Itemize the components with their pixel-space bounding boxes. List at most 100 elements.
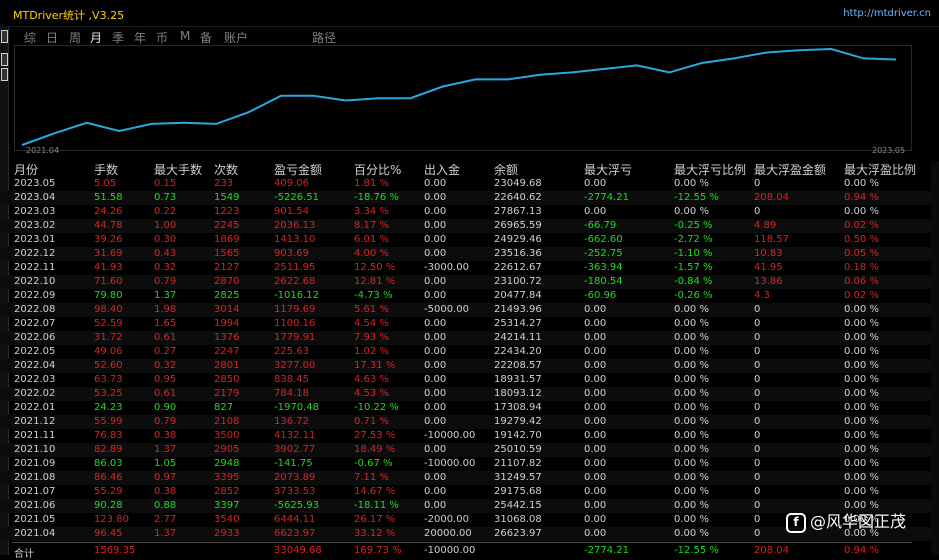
- tab-2[interactable]: 周: [69, 31, 82, 45]
- tab-4[interactable]: 季: [112, 31, 125, 45]
- table-cell: -5625.93: [274, 500, 319, 511]
- table-cell: 0.18 %: [844, 262, 879, 273]
- table-cell: 0: [754, 206, 761, 217]
- equity-chart: 2021.04 2023.05: [14, 45, 912, 155]
- scrollbar[interactable]: [931, 161, 939, 555]
- table-row[interactable]: 2023.01 39.26 0.30 1869 1413.10 6.01 % 0.00 249…: [0, 233, 939, 247]
- table-cell: 2022.09: [14, 290, 56, 301]
- table-cell: 90.28: [94, 500, 123, 511]
- column-header[interactable]: 最大浮盈比例: [844, 163, 917, 177]
- table-row[interactable]: 2022.12 31.69 0.43 1565 903.69 4.00 % 0.00 2351…: [0, 247, 939, 261]
- panel-handle-icon[interactable]: [1, 30, 8, 43]
- website-link[interactable]: http://mtdriver.cn: [843, 8, 931, 19]
- table-row[interactable]: 2022.07 52.59 1.65 1994 1100.16 4.54 % 0.00 253…: [0, 317, 939, 331]
- table-row[interactable]: 2022.11 41.93 0.32 2127 2511.95 12.50 % -3000.…: [0, 261, 939, 275]
- table-cell: 0.71 %: [354, 416, 389, 427]
- table-cell: 3397: [214, 500, 240, 511]
- table-cell: 0.00: [584, 346, 607, 357]
- table-cell: 4.63 %: [354, 374, 389, 385]
- column-header[interactable]: 出入金: [424, 163, 461, 177]
- table-row[interactable]: 2022.01 24.23 0.90 827 -1970.48 -10.22 % 0.00 1…: [0, 401, 939, 415]
- table-row[interactable]: 2021.05 123.80 2.77 3540 6444.11 26.17 % -2000…: [0, 513, 939, 527]
- table-cell: 22640.62: [494, 192, 542, 203]
- column-header[interactable]: 最大浮亏: [584, 163, 633, 177]
- column-header[interactable]: 手数: [94, 163, 119, 177]
- column-header[interactable]: 最大浮盈金额: [754, 163, 827, 177]
- table-row[interactable]: 2022.04 52.60 0.32 2801 3277.00 17.31 % 0.00 22…: [0, 359, 939, 373]
- table-row[interactable]: 2022.02 53.25 0.61 2179 784.18 4.53 % 0.00 1809…: [0, 387, 939, 401]
- table-row[interactable]: 2021.11 76.83 0.38 3500 4132.11 27.53 % -10000…: [0, 429, 939, 443]
- column-header[interactable]: 月份: [14, 163, 39, 177]
- tab-8[interactable]: 备: [200, 31, 213, 45]
- table-cell: 0.00 %: [844, 500, 879, 511]
- table-cell: 39.26: [94, 234, 123, 245]
- table-cell: -0.67 %: [354, 458, 393, 469]
- panel-handle-icon[interactable]: [1, 53, 8, 66]
- table-cell: -5226.51: [274, 192, 319, 203]
- table-cell: 22612.67: [494, 262, 542, 273]
- table-row[interactable]: 2022.03 63.73 0.95 2850 838.45 4.63 % 0.00 1893…: [0, 373, 939, 387]
- table-cell: 0.00: [584, 360, 607, 371]
- table-cell: 0.38: [154, 430, 177, 441]
- table-cell: 827: [214, 402, 234, 413]
- table-cell: 0.22: [154, 206, 177, 217]
- tab-7[interactable]: M: [180, 29, 191, 43]
- table-row[interactable]: 2022.06 31.72 0.61 1376 1779.91 7.93 % 0.00 242…: [0, 331, 939, 345]
- table-cell: 31.72: [94, 332, 123, 343]
- table-row[interactable]: 2023.04 51.58 0.73 1549 -5226.51 -18.76 % 0.00…: [0, 191, 939, 205]
- table-cell: 0: [754, 178, 761, 189]
- column-header[interactable]: 余额: [494, 163, 519, 177]
- table-cell: -2774.21: [584, 545, 629, 556]
- table-cell: 2021.06: [14, 500, 56, 511]
- table-cell: 2021.12: [14, 416, 56, 427]
- table-cell: 98.40: [94, 304, 123, 315]
- table-cell: 1549: [214, 192, 240, 203]
- table-cell: 31.69: [94, 248, 123, 259]
- tab-6[interactable]: 币: [156, 31, 169, 45]
- table-cell: 838.45: [274, 374, 309, 385]
- table-cell: 41.95: [754, 262, 783, 273]
- table-row[interactable]: 2021.07 55.29 0.38 2852 3733.53 14.67 % 0.00 29…: [0, 485, 939, 499]
- table-cell: 0.00 %: [674, 458, 709, 469]
- table-row[interactable]: 2021.06 90.28 0.88 3397 -5625.93 -18.11 % 0.00…: [0, 499, 939, 513]
- tab-9[interactable]: 账户: [224, 31, 249, 45]
- total-row[interactable]: 合计 1569.35 33049.68 169.73 % -10000.00 -2774.…: [0, 544, 939, 560]
- column-header[interactable]: 百分比%: [354, 163, 402, 177]
- tab-5[interactable]: 年: [134, 31, 147, 45]
- column-header[interactable]: 最大手数: [154, 163, 203, 177]
- tab-10[interactable]: 路径: [312, 31, 337, 45]
- table-cell: 0.00 %: [844, 486, 879, 497]
- table-row[interactable]: 2022.05 49.06 0.27 2247 225.63 1.02 % 0.00 2243…: [0, 345, 939, 359]
- table-cell: 0.00: [584, 416, 607, 427]
- table-row[interactable]: 2022.10 71.60 0.79 2870 2622.68 12.81 % 0.00 23…: [0, 275, 939, 289]
- table-cell: 2933: [214, 528, 240, 539]
- table-row[interactable]: 2023.03 24.26 0.22 1223 901.54 3.34 % 0.00 2786…: [0, 205, 939, 219]
- table-cell: 0.30: [154, 234, 177, 245]
- table-row[interactable]: 2021.10 82.89 1.37 2905 3902.77 18.49 % 0.00 25…: [0, 443, 939, 457]
- table-cell: -0.25 %: [674, 220, 713, 231]
- table-row[interactable]: 2023.05 5.05 0.15 233 409.06 1.81 % 0.00 23049.…: [0, 177, 939, 191]
- tab-1[interactable]: 日: [46, 31, 59, 45]
- table-row[interactable]: 2021.12 55.99 0.79 2108 136.72 0.71 % 0.00 1927…: [0, 415, 939, 429]
- table-cell: 4.3: [754, 290, 770, 301]
- panel-handle-icon[interactable]: [1, 68, 8, 81]
- column-header[interactable]: 最大浮亏比例: [674, 163, 747, 177]
- table-cell: 0.00: [584, 332, 607, 343]
- table-row[interactable]: 2021.04 96.45 1.37 2933 6623.97 33.12 % 20000.…: [0, 527, 939, 541]
- table-row[interactable]: 2023.02 44.78 1.00 2245 2036.13 8.17 % 0.00 269…: [0, 219, 939, 233]
- table-row[interactable]: 2021.08 86.46 0.97 3395 2073.89 7.11 % 0.00 312…: [0, 471, 939, 485]
- tab-0[interactable]: 综: [24, 31, 37, 45]
- platform-logo-icon: f: [786, 512, 806, 533]
- table-cell: 0.00: [424, 402, 447, 413]
- tab-3[interactable]: 月: [90, 31, 103, 45]
- table-row[interactable]: 2021.09 86.03 1.05 2948 -141.75 -0.67 % -10000…: [0, 457, 939, 471]
- table-cell: -1970.48: [274, 402, 319, 413]
- table-row[interactable]: 2022.09 79.80 1.37 2825 -1016.12 -4.73 % 0.00 2…: [0, 289, 939, 303]
- table-cell: 86.03: [94, 458, 123, 469]
- column-header[interactable]: 次数: [214, 163, 239, 177]
- table-row[interactable]: 2022.08 98.40 1.98 3014 1179.69 5.61 % -5000.0…: [0, 303, 939, 317]
- table-cell: -12.55 %: [674, 545, 719, 556]
- table-cell: 24929.46: [494, 234, 542, 245]
- column-header[interactable]: 盈亏金额: [274, 163, 323, 177]
- table-cell: 0.00: [584, 444, 607, 455]
